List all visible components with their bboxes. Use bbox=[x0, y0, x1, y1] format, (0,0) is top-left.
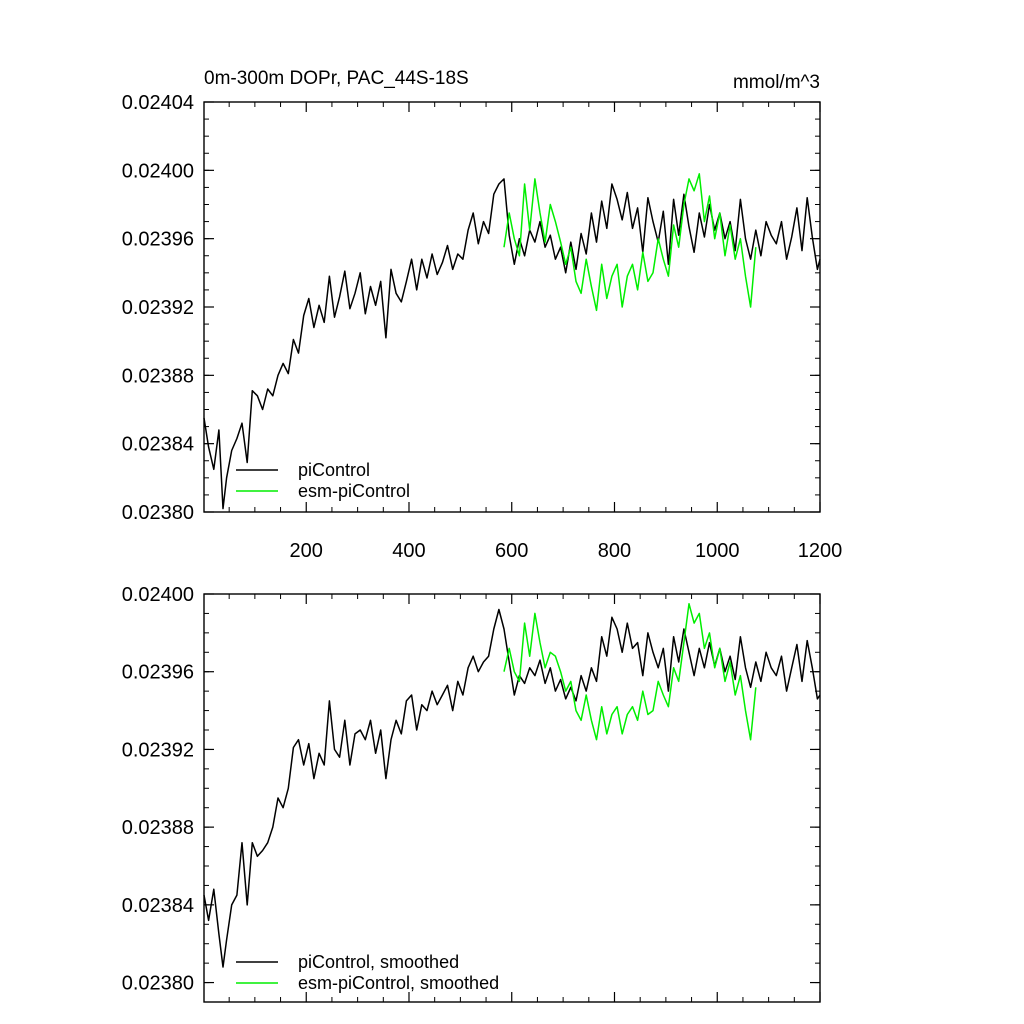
x-tick-label: 1200 bbox=[798, 540, 843, 562]
legend-label-picontrol-smoothed: piControl, smoothed bbox=[298, 952, 459, 972]
series-line-esm-picontrol bbox=[503, 173, 757, 312]
y-tick-label: 0.02396 bbox=[122, 229, 194, 251]
y-tick-label: 0.02380 bbox=[122, 502, 194, 524]
y-tick-label: 0.02380 bbox=[122, 973, 194, 995]
y-tick-label: 0.02392 bbox=[122, 739, 194, 761]
y-tick-label: 0.02388 bbox=[122, 365, 194, 387]
x-tick-label: 1000 bbox=[695, 540, 740, 562]
x-tick-label: 200 bbox=[290, 540, 323, 562]
legend-label-esm-picontrol: esm-piControl bbox=[298, 481, 410, 501]
legend-label-esm-picontrol-smoothed: esm-piControl, smoothed bbox=[298, 973, 499, 993]
top-panel: 0.02380 0.02384 0.02388 0.02392 0.02396 0.024… bbox=[122, 92, 843, 562]
x-tick-label: 800 bbox=[598, 540, 631, 562]
y-tick-label: 0.02400 bbox=[122, 160, 194, 182]
bottom-panel: 0.02380 0.02384 0.02388 0.02392 0.02396 0.024… bbox=[122, 584, 821, 1003]
y-tick-label: 0.02384 bbox=[122, 895, 194, 917]
bottom-legend: piControl, smoothed esm-piControl, smoot… bbox=[236, 952, 499, 993]
y-tick-label: 0.02388 bbox=[122, 817, 194, 839]
legend-label-picontrol: piControl bbox=[298, 460, 370, 480]
x-tick-label: 400 bbox=[392, 540, 425, 562]
y-tick-label: 0.02384 bbox=[122, 434, 194, 456]
y-tick-label: 0.02396 bbox=[122, 662, 194, 684]
series-line-esm-picontrol-smoothed bbox=[503, 602, 757, 741]
y-tick-label: 0.02400 bbox=[122, 584, 194, 606]
units-label: mmol/m^3 bbox=[733, 72, 820, 93]
y-tick-label: 0.02404 bbox=[122, 92, 194, 114]
chart-title: 0m-300m DOPr, PAC_44S-18S bbox=[204, 68, 469, 89]
x-tick-label: 600 bbox=[495, 540, 528, 562]
top-legend: piControl esm-piControl bbox=[236, 460, 410, 501]
y-tick-label: 0.02392 bbox=[122, 297, 194, 319]
